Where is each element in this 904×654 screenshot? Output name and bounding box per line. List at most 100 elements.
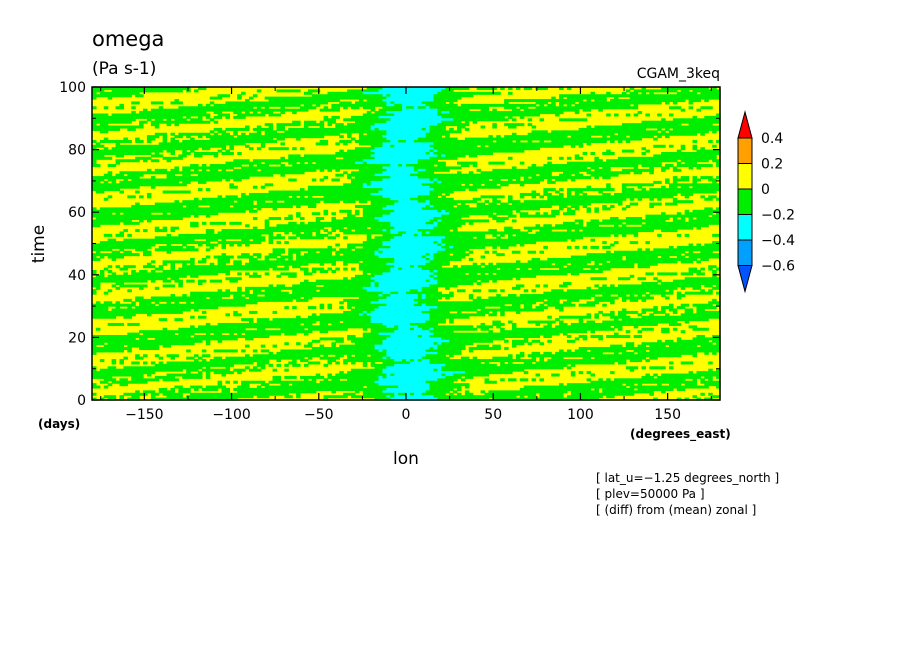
heatmap-cell — [504, 339, 509, 343]
heatmap-cell — [339, 209, 352, 213]
heatmap-cell — [602, 176, 611, 180]
heatmap-cell — [441, 180, 541, 184]
heatmap-cell — [531, 190, 537, 194]
heatmap-cell — [704, 115, 721, 119]
heatmap-cell — [92, 308, 109, 312]
heatmap-cell — [413, 166, 462, 170]
heatmap-cell — [700, 344, 721, 348]
heatmap-cell — [374, 123, 438, 127]
heatmap-cell — [331, 378, 340, 382]
heatmap-cell — [633, 113, 639, 117]
heatmap-cell — [362, 286, 423, 290]
heatmap-cell — [143, 253, 152, 257]
heatmap-cell — [700, 267, 705, 271]
heatmap-cell — [508, 91, 513, 95]
heatmap-cell — [413, 168, 419, 172]
heatmap-cell — [606, 149, 611, 153]
heatmap-cell — [394, 392, 399, 396]
heatmap-cell — [543, 192, 552, 196]
heatmap-cell — [209, 296, 223, 300]
heatmap-cell — [366, 238, 391, 242]
heatmap-cell — [249, 96, 254, 100]
heatmap-cell — [186, 89, 191, 93]
heatmap-cell — [661, 212, 666, 216]
heatmap-cell — [464, 390, 470, 394]
heatmap-cell — [241, 91, 246, 95]
heatmap-cell — [500, 378, 505, 382]
heatmap-cell — [539, 229, 552, 233]
heatmap-cell — [92, 91, 97, 95]
heatmap-cell — [374, 308, 431, 312]
heatmap-cell — [535, 224, 541, 228]
heatmap-cell — [347, 301, 372, 305]
heatmap-cell — [335, 152, 376, 156]
heatmap-cell — [327, 231, 333, 235]
heatmap-cell — [182, 166, 234, 170]
heatmap-cell — [594, 207, 599, 211]
heatmap-cell — [402, 267, 423, 271]
heatmap-cell — [429, 327, 435, 331]
heatmap-cell — [484, 250, 490, 254]
heatmap-cell — [92, 272, 97, 276]
heatmap-cell — [496, 212, 513, 216]
heatmap-cell — [92, 149, 164, 153]
heatmap-cell — [417, 265, 442, 269]
heatmap-cell — [645, 241, 650, 245]
heatmap-cell — [339, 371, 344, 375]
heatmap-cell — [582, 356, 592, 360]
heatmap-cell — [256, 200, 266, 204]
heatmap-cell — [358, 137, 387, 141]
heatmap-cell — [221, 387, 230, 391]
heatmap-cell — [197, 356, 203, 360]
heatmap-cell — [696, 272, 705, 276]
heatmap-cell — [570, 144, 576, 148]
heatmap-cell — [578, 320, 584, 324]
heatmap-cell — [531, 339, 541, 343]
heatmap-cell — [92, 154, 105, 158]
heatmap-cell — [680, 272, 694, 276]
annotation-level: [ plev=50000 Pa ] — [596, 487, 705, 501]
heatmap-cell — [92, 347, 132, 351]
heatmap-cell — [696, 108, 701, 112]
heatmap-cell — [358, 313, 364, 317]
heatmap-cell — [672, 327, 678, 331]
heatmap-cell — [429, 156, 458, 160]
heatmap-cell — [354, 248, 380, 252]
heatmap-cell — [649, 392, 654, 396]
heatmap-cell — [351, 171, 384, 175]
heatmap-cell — [417, 359, 423, 363]
heatmap-cell — [92, 106, 97, 110]
heatmap-cell — [217, 262, 227, 266]
heatmap-cell — [221, 147, 227, 151]
heatmap-cell — [374, 250, 380, 254]
heatmap-cell — [425, 200, 431, 204]
colorbar-label: 0.2 — [761, 157, 783, 173]
heatmap-cell — [653, 397, 658, 401]
heatmap-cell — [504, 123, 525, 127]
heatmap-cell — [421, 334, 431, 338]
heatmap-cell — [547, 195, 564, 199]
heatmap-cell — [429, 253, 435, 257]
heatmap-cell — [712, 334, 721, 338]
heatmap-cell — [150, 108, 309, 112]
heatmap-cell — [676, 233, 682, 237]
heatmap-cell — [272, 318, 372, 322]
y-tick-label: 80 — [68, 143, 86, 159]
heatmap-cell — [319, 313, 360, 317]
heatmap-cell — [566, 366, 572, 370]
heatmap-cell — [382, 142, 435, 146]
heatmap-cell — [92, 243, 156, 247]
heatmap-cell — [362, 183, 368, 187]
heatmap-cell — [319, 178, 325, 182]
heatmap-cell — [268, 380, 317, 384]
heatmap-cell — [182, 152, 191, 156]
heatmap-cell — [531, 125, 537, 129]
heatmap-cell — [123, 178, 128, 182]
heatmap-cell — [429, 257, 435, 261]
heatmap-cell — [586, 301, 599, 305]
heatmap-cell — [190, 164, 199, 168]
heatmap-cell — [716, 267, 721, 271]
heatmap-cell — [358, 135, 384, 139]
heatmap-cell — [406, 164, 435, 168]
